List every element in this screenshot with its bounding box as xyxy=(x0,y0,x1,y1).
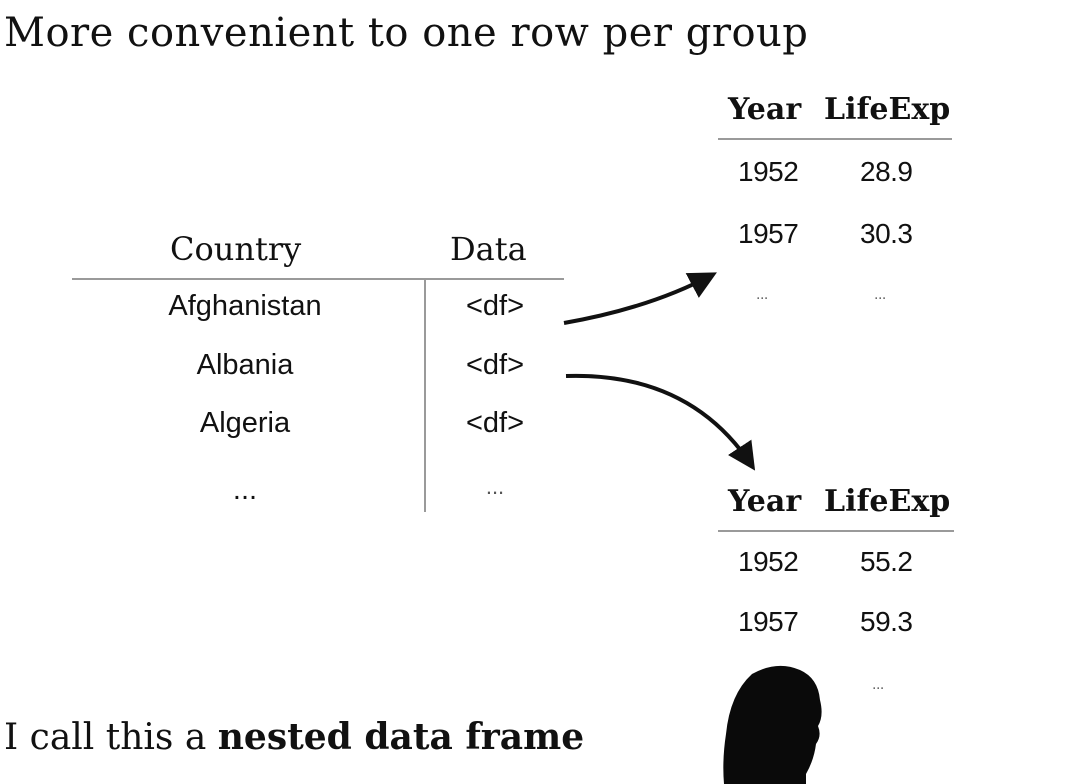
nested-header-year: Year xyxy=(728,484,802,519)
main-table-column-divider xyxy=(424,280,426,512)
year-cell: 1952 xyxy=(738,546,799,577)
header-data: Data xyxy=(450,230,527,268)
nested-table-header-rule xyxy=(718,530,954,532)
country-cell: Afghanistan xyxy=(168,290,322,322)
lifeexp-cell: ... xyxy=(872,676,884,693)
caption-bold: nested data frame xyxy=(217,716,585,758)
year-cell: ... xyxy=(756,286,768,303)
caption-prefix: I call this a xyxy=(4,717,218,758)
year-cell: 1952 xyxy=(738,156,799,187)
year-cell: 1957 xyxy=(738,606,799,637)
country-cell: ... xyxy=(232,474,258,506)
year-cell: 1957 xyxy=(738,218,799,249)
lifeexp-cell: 30.3 xyxy=(860,218,913,249)
lifeexp-cell: ... xyxy=(874,286,886,303)
data-cell: <df> xyxy=(465,407,525,439)
nested-table-header-rule xyxy=(718,138,952,140)
country-cell: Albania xyxy=(196,349,294,381)
lifeexp-cell: 59.3 xyxy=(860,606,913,637)
lifeexp-cell: 55.2 xyxy=(860,546,913,577)
slide-title: More convenient to one row per group xyxy=(4,10,809,56)
arrow-afghanistan-to-table xyxy=(563,272,717,325)
data-cell: <df> xyxy=(465,349,525,381)
arrow-albania-to-table xyxy=(565,373,756,471)
country-cell: Algeria xyxy=(199,407,291,439)
data-cell: <df> xyxy=(465,290,525,322)
nested-header-lifeexp: LifeExp xyxy=(824,92,951,127)
nested-header-year: Year xyxy=(728,92,802,127)
header-country: Country xyxy=(170,230,302,268)
lifeexp-cell: 28.9 xyxy=(860,156,913,187)
nested-header-lifeexp: LifeExp xyxy=(824,484,951,519)
slide-caption: I call this a nested data frame xyxy=(4,716,584,758)
data-cell: ... xyxy=(485,474,505,499)
presenter-silhouette xyxy=(723,665,822,784)
connector-arrows xyxy=(563,272,756,471)
main-table-header-rule xyxy=(72,278,564,280)
